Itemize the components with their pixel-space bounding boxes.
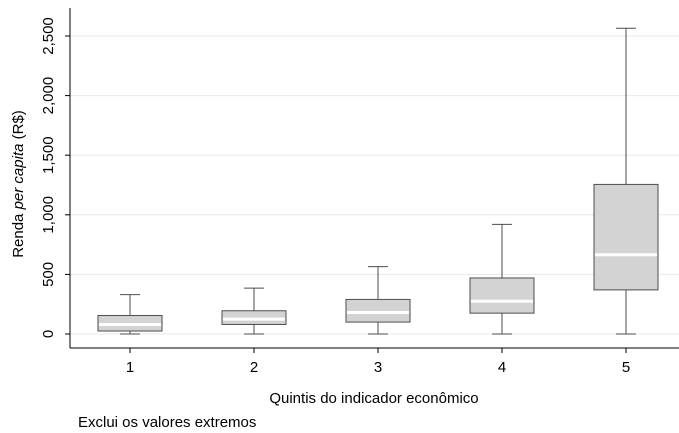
box-2: [221, 287, 287, 335]
y-tick-label: 2,500: [40, 17, 57, 55]
x-tick-label: 1: [126, 359, 134, 376]
box-iqr: [593, 183, 659, 291]
box-iqr: [469, 277, 535, 314]
x-tick-label: 3: [374, 359, 382, 376]
chart-note: Exclui os valores extremos: [78, 414, 257, 431]
x-axis-title: Quintis do indicador econômico: [269, 390, 478, 407]
box-5: [593, 27, 659, 335]
box-iqr: [345, 298, 411, 323]
gridlines: [70, 35, 679, 335]
box-4: [469, 223, 535, 335]
y-tick-label: 0: [40, 330, 57, 338]
y-tick-label: 2,000: [40, 77, 57, 115]
boxes: [97, 27, 659, 335]
axes: [69, 8, 679, 349]
x-tick-label: 4: [498, 359, 506, 376]
y-axis-title-part-1: Renda: [10, 209, 27, 257]
y-tick-label: 1,000: [40, 196, 57, 234]
y-axis-title-part-2: per capita: [10, 144, 27, 211]
y-tick-label: 1,500: [40, 136, 57, 174]
y-tick-label: 500: [40, 262, 57, 287]
x-tick-label: 5: [622, 359, 630, 376]
y-axis-title-part-3: (R$): [10, 110, 27, 143]
y-ticks: 0 500 1,000 1,500 2,000 2,500: [40, 17, 70, 338]
x-ticks: 1 2 3 4 5: [126, 348, 630, 376]
box-1: [97, 294, 163, 335]
x-tick-label: 2: [250, 359, 258, 376]
box-3: [345, 266, 411, 335]
y-axis-title: Renda per capita (R$): [10, 110, 27, 258]
